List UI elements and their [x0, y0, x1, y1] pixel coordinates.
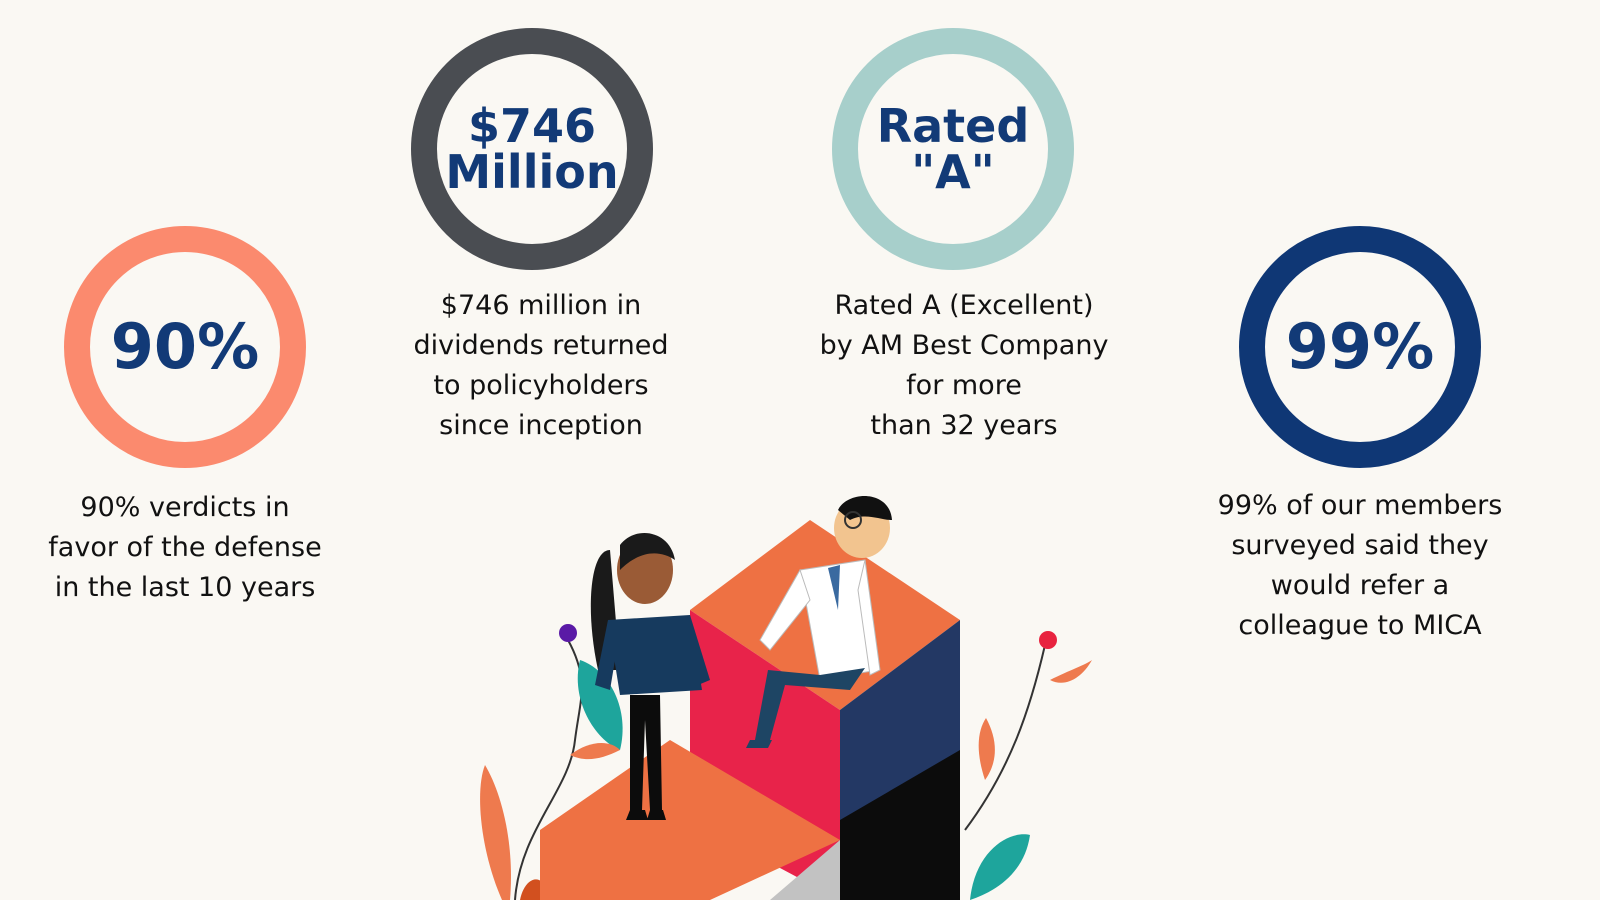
- two-people-on-blocks-illustration: [480, 496, 1092, 900]
- stat-value-90-percent: 90%: [110, 310, 260, 383]
- stat-ring-rated-a: Rated "A": [832, 28, 1074, 270]
- left-plant-icon: [480, 624, 623, 900]
- stat-ring-99-percent: 99%: [1239, 226, 1481, 468]
- blocks-icon: [540, 520, 960, 900]
- man-figure-icon: [746, 496, 892, 748]
- stat-description-verdicts: 90% verdicts in favor of the defense in …: [48, 492, 322, 603]
- right-plant-icon: [964, 631, 1092, 900]
- stat-description-refer: 99% of our members surveyed said they wo…: [1217, 490, 1503, 641]
- stat-ring-90-percent: 90%: [64, 226, 306, 468]
- stat-ring-746-million: $746 Million: [411, 28, 653, 270]
- stat-description-am-best: Rated A (Excellent) by AM Best Company f…: [819, 290, 1109, 441]
- stat-value-rated-a: Rated "A": [876, 99, 1030, 199]
- stat-description-dividends: $746 million in dividends returned to po…: [413, 290, 669, 441]
- stat-value-746-million: $746 Million: [445, 99, 619, 199]
- stat-value-99-percent: 99%: [1285, 310, 1435, 383]
- woman-figure-icon: [590, 533, 710, 820]
